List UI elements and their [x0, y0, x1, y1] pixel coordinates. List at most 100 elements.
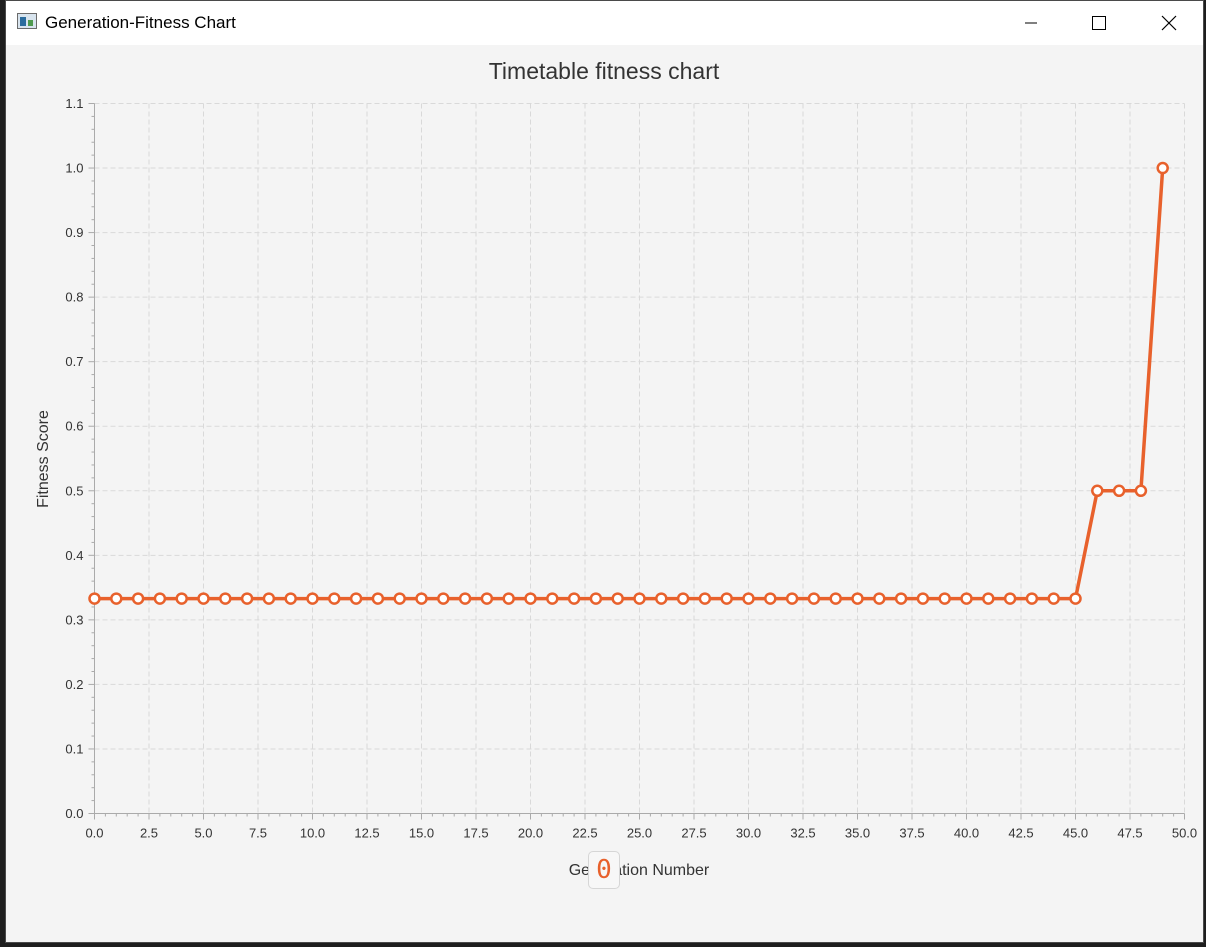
data-point — [175, 592, 188, 605]
x-tick-label: 22.5 — [572, 826, 597, 841]
data-point — [415, 592, 428, 605]
data-point — [524, 592, 537, 605]
y-tick-label: 0.7 — [65, 354, 83, 369]
app-window: Generation-Fitness Chart Timetable fitne… — [5, 0, 1204, 943]
grid-lines — [94, 103, 1185, 814]
data-point — [197, 592, 210, 605]
data-point — [611, 592, 624, 605]
y-axis-label: Fitness Score — [35, 410, 52, 508]
y-tick-label: 0.3 — [65, 612, 83, 627]
data-point — [851, 592, 864, 605]
data-point — [633, 592, 646, 605]
data-point — [785, 592, 799, 605]
data-point — [306, 592, 319, 605]
x-tick-label: 27.5 — [681, 826, 706, 841]
x-tick-label: 35.0 — [845, 826, 870, 841]
data-point — [720, 592, 733, 605]
chart-area: Timetable fitness chart 0.0 2.5 5.0 7.5 10.0… — [6, 45, 1203, 942]
data-point — [349, 592, 363, 605]
data-point — [807, 592, 821, 605]
y-tick-label: 0.9 — [65, 225, 83, 240]
x-tick-label: 20.0 — [518, 826, 543, 841]
maximize-icon — [1092, 16, 1106, 30]
close-button[interactable] — [1146, 1, 1192, 45]
chart-title: Timetable fitness chart — [489, 58, 720, 84]
data-point — [676, 592, 690, 605]
x-tick-label: 50.0 — [1172, 826, 1197, 841]
x-tick-label: 40.0 — [954, 826, 979, 841]
maximize-button[interactable] — [1076, 1, 1122, 45]
data-point — [982, 592, 995, 605]
x-tick-label: 12.5 — [354, 826, 379, 841]
data-point — [1091, 484, 1104, 498]
data-point — [546, 592, 559, 605]
data-point — [458, 592, 472, 605]
data-point — [480, 592, 494, 605]
data-point — [829, 592, 842, 605]
data-point — [1156, 161, 1169, 175]
x-tick-label: 0.0 — [85, 826, 103, 841]
y-tick-label: 0.5 — [65, 483, 83, 498]
data-point — [873, 592, 886, 605]
data-point — [240, 592, 254, 605]
data-point — [1112, 484, 1126, 498]
window-app-icon — [17, 13, 37, 29]
data-point — [894, 592, 908, 605]
data-point — [916, 592, 930, 605]
minimize-button[interactable] — [1008, 1, 1054, 45]
x-tick-label: 47.5 — [1117, 826, 1142, 841]
series-layer — [88, 161, 1169, 605]
data-point — [262, 592, 276, 605]
data-point — [328, 592, 341, 605]
data-point — [1025, 592, 1039, 605]
data-point — [698, 592, 712, 605]
y-tick-label: 0.8 — [65, 290, 83, 305]
fitness-chart: Timetable fitness chart 0.0 2.5 5.0 7.5 10.0… — [35, 58, 1197, 879]
x-tick-label: 15.0 — [409, 826, 434, 841]
close-icon — [1161, 15, 1177, 31]
data-point — [938, 592, 951, 605]
data-point — [437, 592, 450, 605]
x-tick-label: 30.0 — [736, 826, 761, 841]
data-point — [131, 592, 145, 605]
minimize-icon — [1025, 22, 1037, 24]
data-point — [589, 592, 603, 605]
data-point — [1047, 592, 1060, 605]
data-point — [393, 592, 406, 605]
y-tick-label: 0.6 — [65, 419, 83, 434]
generation-counter: 0 — [588, 851, 620, 889]
data-point — [110, 592, 123, 605]
x-tick-label: 42.5 — [1008, 826, 1033, 841]
y-tick-label: 0.1 — [65, 741, 83, 756]
x-tick-label: 45.0 — [1063, 826, 1088, 841]
x-tick-label: 25.0 — [627, 826, 652, 841]
y-tick-label: 0.2 — [65, 677, 83, 692]
data-point — [742, 592, 755, 605]
y-tick-label: 0.4 — [65, 548, 83, 563]
data-point — [764, 592, 777, 605]
x-tick-label: 10.0 — [300, 826, 325, 841]
data-point — [1134, 484, 1148, 498]
data-point — [284, 592, 297, 605]
x-tick-label: 17.5 — [463, 826, 488, 841]
window-title: Generation-Fitness Chart — [45, 13, 236, 32]
y-tick-label: 1.1 — [65, 96, 83, 111]
data-point — [502, 592, 515, 605]
data-point — [219, 592, 232, 605]
y-tick-label: 0.0 — [65, 806, 83, 821]
y-tick-label: 1.0 — [65, 161, 83, 176]
data-point — [567, 592, 581, 605]
data-point — [153, 592, 167, 605]
title-bar[interactable]: Generation-Fitness Chart — [6, 1, 1203, 45]
x-tick-label: 37.5 — [899, 826, 924, 841]
data-point — [88, 592, 101, 605]
data-point — [655, 592, 668, 605]
data-point — [1069, 592, 1082, 605]
x-tick-label: 2.5 — [140, 826, 158, 841]
x-tick-label: 7.5 — [249, 826, 267, 841]
data-point — [1003, 592, 1017, 605]
axes: 0.0 2.5 5.0 7.5 10.0 12.5 15.0 17.5 20.0 22.5 25.0… — [65, 96, 1197, 841]
data-point — [960, 592, 973, 605]
x-tick-label: 32.5 — [790, 826, 815, 841]
x-tick-label: 5.0 — [194, 826, 212, 841]
